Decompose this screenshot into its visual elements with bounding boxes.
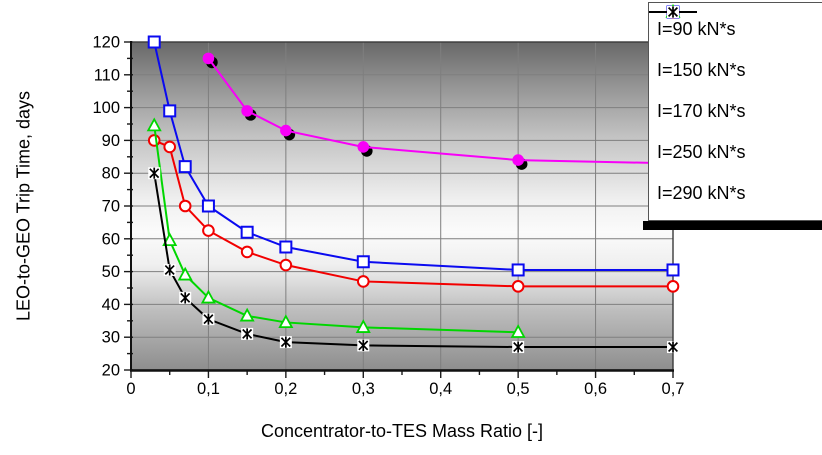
svg-text:110: 110 xyxy=(94,66,120,84)
svg-text:120: 120 xyxy=(92,34,120,52)
legend-label: I=170 kN*s xyxy=(657,101,746,121)
svg-text:40: 40 xyxy=(102,296,120,314)
series-0 xyxy=(202,52,683,174)
legend: I=90 kN*s I=150 kN*s I=170 kN*s I=250 kN*s I… xyxy=(648,2,822,221)
svg-text:0,4: 0,4 xyxy=(429,380,452,398)
legend-label: I=290 kN*s xyxy=(657,183,746,203)
svg-text:0,7: 0,7 xyxy=(662,380,685,398)
series-3 xyxy=(146,117,526,338)
legend-item-4: I=290 kN*s xyxy=(649,6,822,204)
svg-text:30: 30 xyxy=(102,329,120,347)
series-4 xyxy=(148,167,679,354)
series-2 xyxy=(147,134,680,293)
legend-label: I=150 kN*s xyxy=(657,60,746,80)
svg-text:0,5: 0,5 xyxy=(507,380,530,398)
legend-item-2: I=170 kN*s xyxy=(649,5,822,122)
svg-text:0,6: 0,6 xyxy=(584,380,607,398)
x-tick-labels: 0 0,1 0,2 0,3 0,4 0,5 0,6 0,7 xyxy=(126,380,684,398)
y-tick-labels: 20 30 40 50 60 70 80 90 100 110 120 xyxy=(92,34,120,380)
svg-text:80: 80 xyxy=(102,165,120,183)
svg-text:70: 70 xyxy=(102,198,120,216)
svg-text:20: 20 xyxy=(102,362,120,380)
svg-text:60: 60 xyxy=(102,230,120,248)
svg-text:0,3: 0,3 xyxy=(352,380,375,398)
y-axis-title: LEO-to-GEO Trip Time, days xyxy=(13,90,34,322)
legend-item-3: I=250 kN*s xyxy=(649,3,822,163)
legend-marker-icon xyxy=(649,6,697,18)
x-axis-title: Concentrator-to-TES Mass Ratio [-] xyxy=(260,421,544,441)
svg-text:100: 100 xyxy=(92,99,120,117)
legend-item-1: I=150 kN*s xyxy=(649,5,822,81)
svg-text:0,2: 0,2 xyxy=(274,380,297,398)
legend-label: I=250 kN*s xyxy=(657,142,746,162)
svg-text:90: 90 xyxy=(102,132,120,150)
svg-text:0,1: 0,1 xyxy=(197,380,220,398)
legend-shadow xyxy=(643,221,822,230)
svg-text:50: 50 xyxy=(102,263,120,281)
legend-label: I=90 kN*s xyxy=(657,19,736,39)
svg-text:0: 0 xyxy=(126,380,135,398)
series-1 xyxy=(147,35,680,277)
legend-item-0: I=90 kN*s xyxy=(649,6,822,40)
